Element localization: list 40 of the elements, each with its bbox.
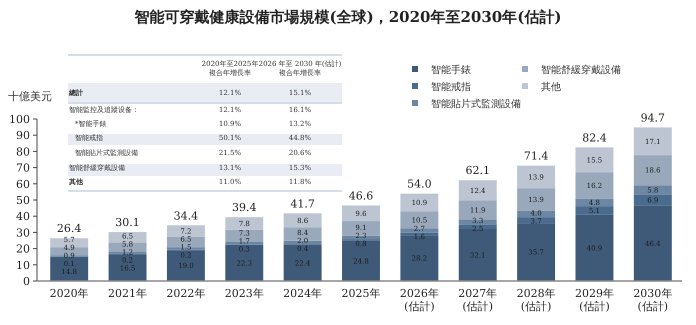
total-label: 26.4 [56, 222, 82, 236]
total-label: 46.6 [348, 190, 374, 203]
x-tick-label: 2020年 [50, 287, 89, 300]
x-tick-label: 2027年 (估計) [458, 287, 498, 313]
y-axis-title: 十億美元 [8, 90, 52, 103]
y-tick-label: 40 [16, 210, 30, 224]
legend-label: 智能手錶 [431, 64, 471, 76]
total-label: 54.0 [407, 178, 432, 191]
y-tick-label: 80 [16, 145, 30, 158]
x-tick-label: 2024年 [283, 287, 322, 300]
x-tick-label: 2021年 [108, 287, 148, 300]
y-tick-label: 0 [23, 275, 30, 288]
legend-label: 智能戒指 [431, 81, 471, 93]
x-tick-label: 2029年 (估計) [574, 287, 614, 313]
total-label: 71.4 [524, 150, 548, 163]
legend-label: 其他 [541, 81, 561, 93]
y-tick-label: 90 [16, 129, 30, 142]
total-label: 62.1 [465, 164, 490, 178]
total-label: 39.4 [232, 201, 257, 214]
chart-title: 智能可穿戴健康設備市場規模(全球)，2020年至2030年(估計) [134, 8, 562, 26]
total-label: 41.7 [290, 197, 315, 210]
legend-label: 智能貼片式監測設備 [431, 98, 521, 110]
total-label: 34.4 [174, 209, 198, 222]
x-tick-label: 2030年 (估計) [633, 287, 672, 313]
legend-label: 智能舒緩穿戴設備 [541, 64, 621, 76]
total-label: 94.7 [640, 111, 666, 124]
y-tick-label: 100 [9, 113, 30, 126]
y-tick-label: 20 [16, 242, 30, 256]
x-tick-label: 2028年 (估計) [516, 287, 556, 313]
x-tick-label: 2022年 [166, 287, 206, 300]
y-tick-label: 60 [16, 178, 30, 191]
total-label: 30.1 [115, 216, 140, 230]
y-tick-label: 50 [16, 194, 30, 207]
y-tick-label: 10 [16, 258, 30, 272]
y-tick-label: 70 [16, 162, 30, 175]
x-tick-label: 2025年 [342, 287, 380, 300]
x-tick-label: 2023年 [224, 287, 264, 300]
y-tick-label: 30 [16, 226, 30, 240]
total-label: 82.4 [582, 131, 607, 144]
x-tick-label: 2026年 (估計) [400, 287, 439, 313]
